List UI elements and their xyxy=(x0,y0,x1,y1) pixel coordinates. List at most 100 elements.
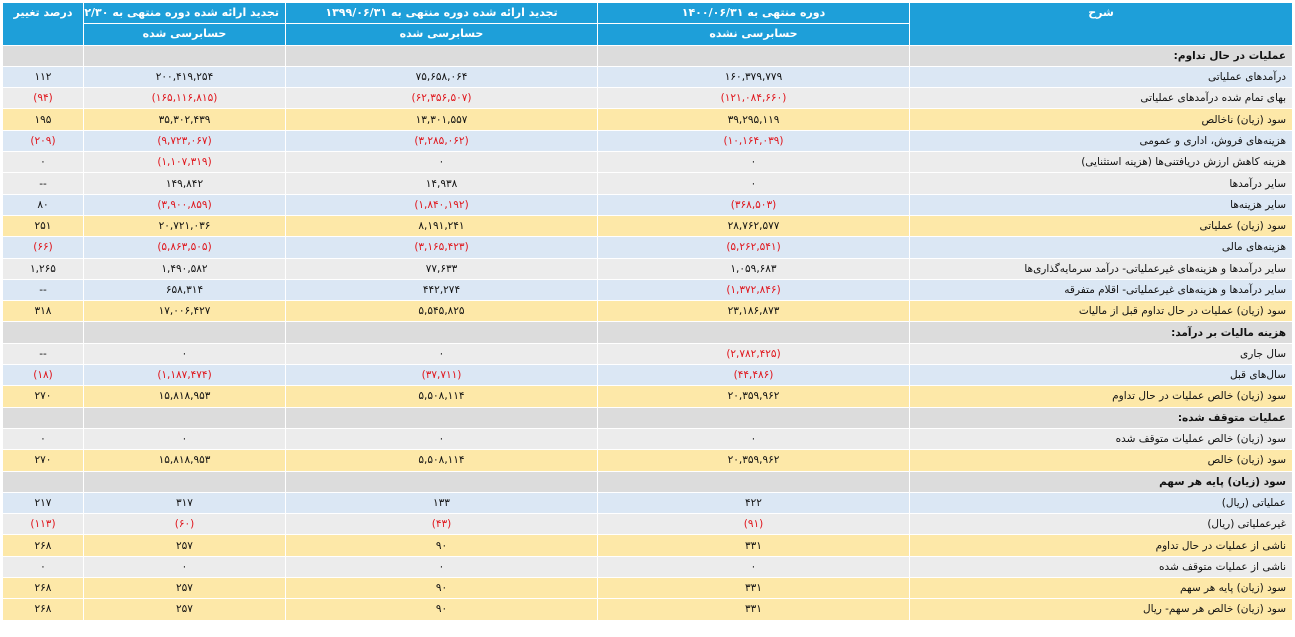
table-row: سایر درآمدها و هزینه‌های غیرعملیاتی- درآ… xyxy=(2,257,1293,280)
value-period-139906: (۱,۸۴۰,۱۹۲) xyxy=(285,193,598,216)
value-period-139906: ۹۰ xyxy=(285,534,598,557)
value-period-139912 xyxy=(83,321,286,344)
table-row: هزینه کاهش ارزش دریافتنی‌ها (هزینه استثن… xyxy=(2,151,1293,174)
value-period-1400 xyxy=(597,470,910,493)
value-period-139912: (۱,۱۰۷,۳۱۹) xyxy=(83,151,286,174)
table-row: سود (زیان) ناخالص ۳۹,۲۹۵,۱۱۹ ۱۳,۳۰۱,۵۵۷ ۳۵,… xyxy=(2,108,1293,131)
header-row: شرح دوره منتهی به ۱۴۰۰/۰۶/۳۱ تجدید ارائه… xyxy=(2,1,1293,46)
value-change-percent: (۱۱۳) xyxy=(2,513,84,536)
value-change-percent xyxy=(2,470,84,493)
row-label: بهای تمام شده درآمدهای عملیاتی xyxy=(909,87,1293,110)
value-period-1400: (۵,۲۶۲,۵۴۱) xyxy=(597,236,910,259)
row-label: ناشی از عملیات متوقف شده xyxy=(909,555,1293,579)
section-header-row: هزینه مالیات بر درآمد: xyxy=(2,321,1293,344)
table-row: ناشی از عملیات در حال تداوم ۳۳۱ ۹۰ ۲۵۷ ۲۶۸ xyxy=(2,534,1293,557)
value-period-1400: ۳۹,۲۹۵,۱۱۹ xyxy=(597,108,910,131)
value-change-percent xyxy=(2,406,84,429)
table-row: سود (زیان) خالص ۲۰,۳۵۹,۹۶۲ ۵,۵۰۸,۱۱۴ ۱۵,۸۱۸… xyxy=(2,449,1293,472)
row-label: سود (زیان) عملیات در حال تداوم قبل از ما… xyxy=(909,300,1293,323)
value-period-139912: ۱۷,۰۰۶,۴۲۷ xyxy=(83,300,286,323)
table-row: سود (زیان) عملیات در حال تداوم قبل از ما… xyxy=(2,300,1293,323)
table-row: سایر هزینه‌ها (۳۶۸,۵۰۳) (۱,۸۴۰,۱۹۲) (۳,۹۰۰,… xyxy=(2,193,1293,216)
value-period-1400: ۲۰,۳۵۹,۹۶۲ xyxy=(597,385,910,408)
audit-status-1400: حسابرسی نشده xyxy=(597,23,910,46)
value-period-139912 xyxy=(83,44,286,67)
row-label: سایر درآمدها xyxy=(909,172,1293,195)
value-period-139906: ۱۳,۳۰۱,۵۵۷ xyxy=(285,108,598,131)
value-period-139912: ۲۵۷ xyxy=(83,577,286,600)
value-period-139912: (۶۰) xyxy=(83,513,286,536)
row-label: سایر هزینه‌ها xyxy=(909,193,1293,216)
value-period-139906: ۰ xyxy=(285,342,598,366)
value-period-139906 xyxy=(285,406,598,429)
table-row: هزینه‌های فروش، اداری و عمومی (۱۰,۱۶۴,۰۳۹… xyxy=(2,129,1293,153)
value-period-1400: ۳۳۱ xyxy=(597,598,910,621)
table-row: هزینه‌های مالی (۵,۲۶۲,۵۴۱) (۳,۱۶۵,۴۲۳) (۵,۸… xyxy=(2,236,1293,259)
value-period-139912 xyxy=(83,406,286,429)
row-label: سود (زیان) خالص هر سهم- ریال xyxy=(909,598,1293,621)
value-change-percent: ۲۵۱ xyxy=(2,214,84,238)
value-change-percent: ۰ xyxy=(2,555,84,579)
row-label: سایر درآمدها و هزینه‌های غیرعملیاتی- درآ… xyxy=(909,257,1293,280)
value-change-percent: -- xyxy=(2,172,84,195)
value-period-1400: ۱۶۰,۳۷۹,۷۷۹ xyxy=(597,65,910,89)
table-row: سود (زیان) خالص هر سهم- ریال ۳۳۱ ۹۰ ۲۵۷ ۲۶۸ xyxy=(2,598,1293,621)
value-period-139912: ۳۱۷ xyxy=(83,491,286,515)
value-period-1400: (۱۰,۱۶۴,۰۳۹) xyxy=(597,129,910,153)
value-period-139906 xyxy=(285,44,598,67)
value-period-139912: ۲۰,۷۲۱,۰۳۶ xyxy=(83,214,286,238)
value-period-139912 xyxy=(83,470,286,493)
table-row: سود (زیان) خالص عملیات متوقف شده ۰ ۰ ۰ ۰ xyxy=(2,427,1293,451)
value-change-percent: (۱۸) xyxy=(2,364,84,387)
row-label: سود (زیان) خالص عملیات در حال تداوم xyxy=(909,385,1293,408)
header-subrow: حسابرسی نشده حسابرسی شده حسابرسی شده xyxy=(3,23,1293,46)
row-label: درآمدهای عملیاتی xyxy=(909,65,1293,89)
row-label: عملیاتی (ریال) xyxy=(909,491,1293,515)
value-change-percent: ۲۷۰ xyxy=(2,449,84,472)
value-period-1400: (۱۲۱,۰۸۴,۶۶۰) xyxy=(597,87,910,110)
value-period-139912: (۱,۱۸۷,۴۷۴) xyxy=(83,364,286,387)
value-period-139912: (۱۶۵,۱۱۶,۸۱۵) xyxy=(83,87,286,110)
table-row: درآمدهای عملیاتی ۱۶۰,۳۷۹,۷۷۹ ۷۵,۶۵۸,۰۶۴ ۲۰۰… xyxy=(2,65,1293,89)
value-change-percent: ۱۹۵ xyxy=(2,108,84,131)
value-change-percent: ۲۶۸ xyxy=(2,598,84,621)
row-label: عملیات در حال تداوم: xyxy=(909,44,1293,67)
row-label: سال جاری xyxy=(909,342,1293,366)
value-change-percent: -- xyxy=(2,278,84,302)
value-period-1400: ۲۰,۳۵۹,۹۶۲ xyxy=(597,449,910,472)
value-period-139906: ۵,۵۰۸,۱۱۴ xyxy=(285,385,598,408)
value-period-139912: (۵,۸۶۳,۵۰۵) xyxy=(83,236,286,259)
column-header-description: شرح xyxy=(909,2,1293,46)
table-row: سایر درآمدها ۰ ۱۴,۹۳۸ ۱۴۹,۸۴۲ -- xyxy=(2,172,1293,195)
section-header-row: عملیات متوقف شده: xyxy=(2,406,1293,429)
value-change-percent: ۰ xyxy=(2,151,84,174)
value-period-139906: (۶۲,۳۵۶,۵۰۷) xyxy=(285,87,598,110)
value-period-1400: ۳۳۱ xyxy=(597,577,910,600)
table-row: سال‌های قبل (۴۴,۴۸۶) (۳۷,۷۱۱) (۱,۱۸۷,۴۷۴) (۱… xyxy=(2,364,1293,387)
audit-status-139906: حسابرسی شده xyxy=(285,23,598,46)
value-change-percent xyxy=(2,321,84,344)
value-period-139906: ۹۰ xyxy=(285,577,598,600)
value-change-percent: ۳۱۸ xyxy=(2,300,84,323)
value-period-1400: (۱,۳۷۲,۸۴۶) xyxy=(597,278,910,302)
value-period-139912: ۱,۴۹۰,۵۸۲ xyxy=(83,257,286,280)
value-period-1400 xyxy=(597,44,910,67)
value-period-139912: ۰ xyxy=(83,555,286,579)
value-change-percent: ۲۶۸ xyxy=(2,534,84,557)
value-period-1400: ۴۲۲ xyxy=(597,491,910,515)
value-period-139906: ۴۴۲,۲۷۴ xyxy=(285,278,598,302)
value-change-percent: ۰ xyxy=(2,427,84,451)
table-row: عملیاتی (ریال) ۴۲۲ ۱۳۳ ۳۱۷ ۲۱۷ xyxy=(2,491,1293,515)
section-header-row: عملیات در حال تداوم: xyxy=(2,44,1293,67)
value-period-139906: ۱۳۳ xyxy=(285,491,598,515)
row-label: سود (زیان) پایه هر سهم xyxy=(909,577,1293,600)
table-row: سود (زیان) عملیاتی ۲۸,۷۶۲,۵۷۷ ۸,۱۹۱,۲۴۱ ۲۰,… xyxy=(2,214,1293,238)
row-label: عملیات متوقف شده: xyxy=(909,406,1293,429)
value-period-139912: ۲۵۷ xyxy=(83,598,286,621)
value-period-1400: ۰ xyxy=(597,427,910,451)
value-change-percent: (۲۰۹) xyxy=(2,129,84,153)
table-row: سال جاری (۲,۷۸۲,۴۲۵) ۰ ۰ -- xyxy=(2,342,1293,366)
value-change-percent: ۲۱۷ xyxy=(2,491,84,515)
value-period-139912: ۱۵,۸۱۸,۹۵۳ xyxy=(83,449,286,472)
value-period-1400 xyxy=(597,406,910,429)
